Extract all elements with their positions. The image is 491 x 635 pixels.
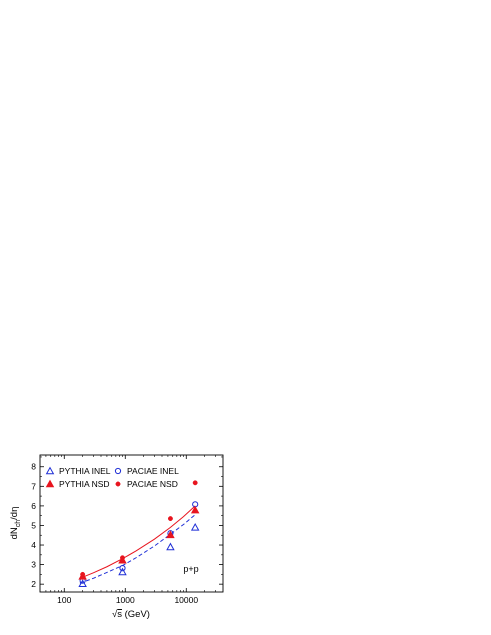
pythia-inel-point [166, 542, 175, 551]
pythia-nsd-point [190, 505, 200, 514]
inel-fit-curve [79, 514, 196, 584]
legend: PYTHIA INEL PACIAE INEL PYTHIA NSD PACIAE N… [45, 466, 179, 489]
paciae-inel-point [119, 565, 126, 572]
pythia-nsd-point [166, 530, 175, 539]
y-axis-title-sub: ch [15, 520, 22, 528]
paciae-nsd-point [120, 555, 125, 561]
x-axis-title-prefix: √ [112, 609, 118, 620]
y-axis-title: dNch/dη [9, 507, 22, 540]
legend-label-paciae-inel: PACIAE INEL [127, 466, 179, 476]
legend-marker-paciae-nsd [115, 481, 121, 487]
legend-label-pythia-inel: PYTHIA INEL [59, 466, 111, 476]
fit-curves [79, 505, 196, 584]
legend-marker-paciae-inel [114, 467, 122, 475]
axis-tick-labels: 100 1000 10000 2 3 4 5 6 7 8 [31, 462, 198, 605]
y-tick-label: 2 [31, 579, 36, 589]
x-tick-label: 10000 [174, 595, 198, 605]
y-tick-label: 5 [31, 520, 36, 530]
x-axis-title-var: s [117, 609, 122, 620]
plot-frame [39, 454, 224, 593]
legend-marker-pythia-nsd [45, 479, 55, 488]
x-tick-label: 100 [57, 595, 71, 605]
y-axis-title-main: dN [9, 527, 20, 539]
pythia-inel-point [118, 567, 127, 576]
data-points [78, 480, 200, 587]
y-tick-label: 4 [31, 540, 36, 550]
pythia-inel-point [190, 522, 200, 531]
y-tick-label: 3 [31, 560, 36, 570]
y-tick-label: 8 [31, 462, 36, 472]
nsd-fit-curve [79, 505, 196, 579]
axis-ticks [40, 455, 223, 592]
x-tick-label: 1000 [116, 595, 135, 605]
y-tick-label: 7 [31, 481, 36, 491]
legend-marker-pythia-inel [45, 466, 55, 475]
paciae-nsd-point [167, 516, 173, 522]
pythia-inel-point [78, 579, 87, 587]
y-axis-title-tail: /dη [9, 507, 20, 520]
annotation-label: p+p [183, 564, 198, 574]
x-axis-title-unit: (GeV) [122, 609, 150, 620]
y-tick-label: 6 [31, 501, 36, 511]
legend-label-pythia-nsd: PYTHIA NSD [59, 479, 110, 489]
paciae-nsd-point [192, 480, 198, 486]
paciae-nsd-point [80, 571, 86, 577]
x-axis-title: √s (GeV) [112, 609, 150, 620]
legend-label-paciae-nsd: PACIAE NSD [127, 479, 178, 489]
